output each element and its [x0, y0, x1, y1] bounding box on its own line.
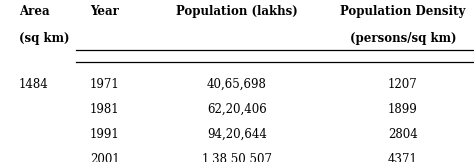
Text: Year: Year	[90, 5, 119, 18]
Text: 1,38,50,507: 1,38,50,507	[201, 153, 273, 162]
Text: 1991: 1991	[90, 128, 120, 141]
Text: 62,20,406: 62,20,406	[207, 103, 267, 116]
Text: Population Density: Population Density	[340, 5, 465, 18]
Text: (persons/sq km): (persons/sq km)	[350, 32, 456, 45]
Text: 94,20,644: 94,20,644	[207, 128, 267, 141]
Text: Area: Area	[19, 5, 50, 18]
Text: 1207: 1207	[388, 78, 418, 91]
Text: 1971: 1971	[90, 78, 120, 91]
Text: 2001: 2001	[90, 153, 120, 162]
Text: 1899: 1899	[388, 103, 418, 116]
Text: 40,65,698: 40,65,698	[207, 78, 267, 91]
Text: (sq km): (sq km)	[19, 32, 70, 45]
Text: 2804: 2804	[388, 128, 418, 141]
Text: 4371: 4371	[388, 153, 418, 162]
Text: 1981: 1981	[90, 103, 119, 116]
Text: 1484: 1484	[19, 78, 49, 91]
Text: Population (lakhs): Population (lakhs)	[176, 5, 298, 18]
